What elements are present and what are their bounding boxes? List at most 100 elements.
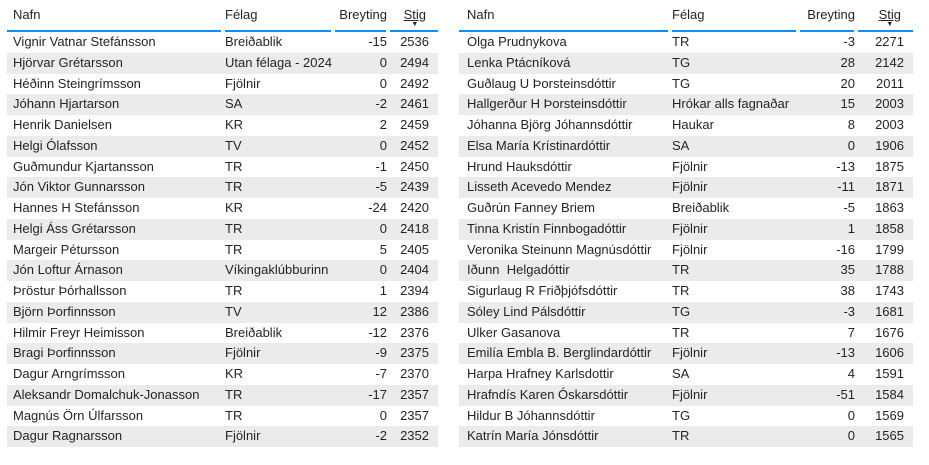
rating-change: 20	[840, 75, 855, 91]
player-club: Fjölnir	[672, 179, 708, 195]
table-row: Iðunn Helgadóttir TR 35 1788	[459, 260, 913, 281]
rating-points: 1799	[875, 241, 904, 257]
column-header-nafn[interactable]: Nafn	[7, 1, 225, 32]
rating-table-left: Nafn Félag Breyting Stig ▼ Vignir Vatnar…	[7, 1, 438, 447]
table-row: Elsa María Krístinardóttir SA 0 1906	[459, 135, 913, 157]
column-header-nafn[interactable]: Nafn	[459, 1, 672, 32]
rating-points: 1591	[875, 366, 904, 381]
rating-change: -16	[836, 241, 855, 257]
table-row: Tinna Kristín Finnbogadóttir Fjölnir 1 1…	[459, 218, 913, 240]
table-row: Þröstur Þórhallsson TR 1 2394	[7, 281, 438, 302]
player-name: Ulker Gasanova	[467, 324, 561, 340]
player-name: Jón Loftur Árnason	[13, 262, 123, 278]
column-header-breyting[interactable]: Breyting	[800, 1, 858, 32]
player-club: TV	[225, 303, 242, 319]
column-header-stig[interactable]: Stig ▼	[390, 1, 438, 32]
rating-change: 7	[847, 324, 855, 340]
rating-points: 2404	[400, 262, 429, 278]
player-club: Haukar	[672, 117, 714, 132]
player-club: TR	[225, 220, 243, 236]
rating-points: 2439	[400, 179, 429, 195]
table-row: Helgi Áss Grétarsson TR 0 2418	[7, 218, 438, 240]
rating-change: 0	[379, 137, 387, 153]
rating-points: 1565	[875, 428, 904, 444]
table-row: Bragi Þorfinnsson Fjölnir -9 2375	[7, 343, 438, 364]
table-row: Lisseth Acevedo Mendez Fjölnir -11 1871	[459, 177, 913, 198]
column-header-stig[interactable]: Stig ▼	[858, 1, 913, 32]
player-club: TR	[672, 283, 690, 298]
player-name: Hrund Hauksdóttir	[467, 158, 572, 174]
rating-points: 2003	[875, 96, 904, 112]
player-name: Guðrún Fanney Briem	[467, 200, 595, 215]
rating-table-right: Nafn Félag Breyting Stig ▼ Olga Prudnyko…	[459, 1, 913, 447]
sort-descending-icon: ▼	[886, 21, 894, 28]
table-row: Hannes H Stefánsson KR -24 2420	[7, 198, 438, 219]
rating-change: 2	[379, 117, 387, 132]
player-club: TR	[672, 262, 690, 278]
column-header-felag[interactable]: Félag	[672, 1, 800, 32]
column-header-label: Breyting	[339, 7, 387, 22]
rating-points: 1606	[875, 345, 904, 361]
header-row: Nafn Félag Breyting Stig ▼	[459, 1, 913, 32]
table-row: Jón Loftur Árnason Víkingaklúbburinn 0 2…	[7, 260, 438, 281]
player-club: TG	[672, 303, 691, 319]
player-name: Þröstur Þórhallsson	[13, 283, 127, 298]
player-name: Hjörvar Grétarsson	[13, 54, 123, 70]
player-name: Helgi Ólafsson	[13, 137, 98, 153]
rating-change: 0	[847, 407, 855, 423]
rating-change: -51	[836, 386, 855, 402]
rating-points: 2271	[875, 34, 904, 49]
player-name: Margeir Pétursson	[13, 241, 120, 257]
table-row: Guðrún Fanney Briem Breiðablik -5 1863	[459, 198, 913, 219]
column-header-label: Nafn	[467, 7, 495, 22]
player-name: Vignir Vatnar Stefánsson	[13, 34, 156, 49]
player-club: Utan félaga - 2024	[225, 54, 332, 70]
table-row: Veronika Steinunn Magnúsdóttir Fjölnir -…	[459, 240, 913, 261]
player-name: Bragi Þorfinnsson	[13, 345, 116, 361]
player-club: Hrókar alls fagnaðar	[672, 96, 790, 112]
player-name: Katrín María Jónsdóttir	[467, 428, 599, 444]
rating-change: -24	[368, 200, 387, 215]
player-name: Elsa María Krístinardóttir	[467, 137, 611, 153]
column-header-label: Félag	[672, 7, 705, 22]
player-club: TR	[225, 407, 243, 423]
rating-change: 0	[379, 407, 387, 423]
rating-points: 1871	[875, 179, 904, 195]
rating-points: 2536	[400, 34, 429, 49]
table-row: Dagur Ragnarsson Fjölnir -2 2352	[7, 426, 438, 447]
rating-points: 2459	[400, 117, 429, 132]
column-header-felag[interactable]: Félag	[225, 1, 335, 32]
rating-change: 38	[840, 283, 855, 298]
player-name: Sóley Lind Pálsdóttir	[467, 303, 586, 319]
column-header-label: Félag	[225, 7, 258, 22]
table-row: Vignir Vatnar Stefánsson Breiðablik -15 …	[7, 32, 438, 53]
sorted-header: Stig ▼	[879, 7, 901, 28]
player-club: Fjölnir	[225, 75, 261, 91]
rating-points: 1743	[875, 283, 904, 298]
table-row: Harpa Hrafney Karlsdottir SA 4 1591	[459, 364, 913, 385]
player-name: Guðlaug U Þorsteinsdóttir	[467, 75, 616, 91]
column-header-breyting[interactable]: Breyting	[335, 1, 390, 32]
rating-change: -13	[836, 158, 855, 174]
rating-change: 12	[372, 303, 387, 319]
rating-change: -7	[375, 366, 387, 381]
rating-points: 2405	[400, 241, 429, 257]
table-row: Hilmir Freyr Heimisson Breiðablik -12 23…	[7, 323, 438, 344]
player-club: TR	[672, 324, 690, 340]
player-club: TR	[225, 386, 243, 402]
player-club: Fjölnir	[672, 345, 708, 361]
player-name: Aleksandr Domalchuk-Jonasson	[13, 386, 200, 402]
rating-points: 2452	[400, 137, 429, 153]
rating-points: 2450	[400, 158, 429, 174]
table-row: Dagur Arngrímsson KR -7 2370	[7, 364, 438, 385]
table-row: Jóhann Hjartarson SA -2 2461	[7, 94, 438, 115]
table-body: Olga Prudnykova TR -3 2271 Lenka Ptácník…	[459, 32, 913, 447]
player-name: Emilía Embla B. Berglindardóttir	[467, 345, 652, 361]
rating-change: -2	[375, 428, 387, 444]
rating-change: 0	[379, 75, 387, 91]
player-name: Hallgerður H Þorsteinsdóttir	[467, 96, 627, 112]
sorted-header: Stig ▼	[404, 7, 426, 28]
rating-points: 1858	[875, 220, 904, 236]
player-club: Fjölnir	[672, 220, 708, 236]
rating-points: 1788	[875, 262, 904, 278]
